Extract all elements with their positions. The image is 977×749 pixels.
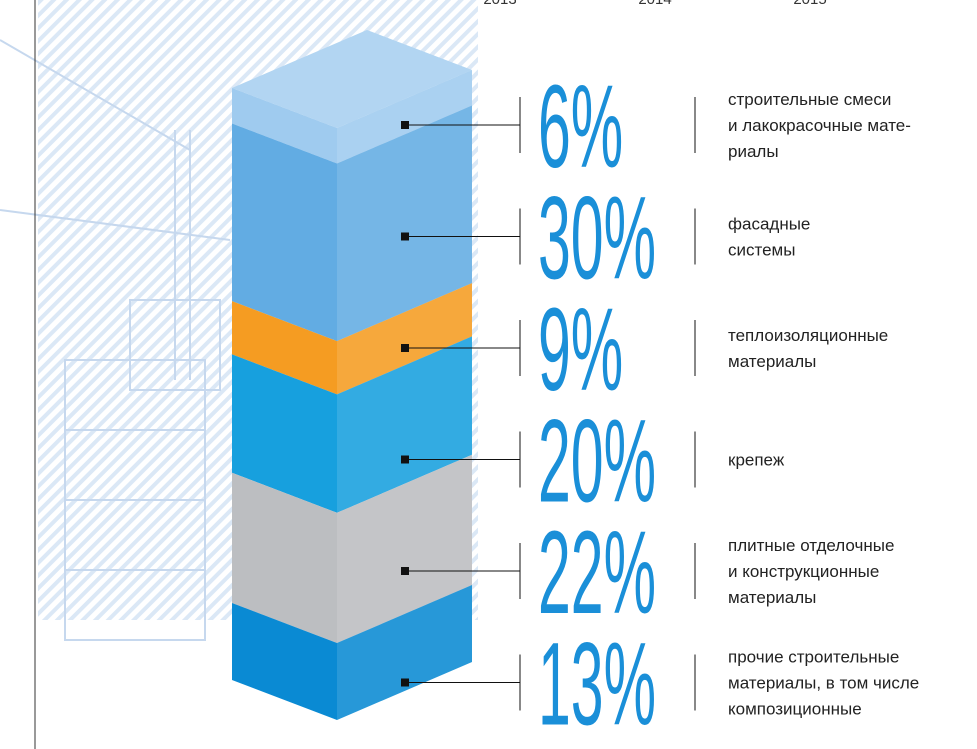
segment-left-face bbox=[232, 301, 337, 395]
segment-right-face bbox=[337, 454, 472, 644]
category-label: материалы bbox=[728, 588, 816, 607]
category-label: прочие строительные bbox=[728, 648, 899, 667]
category-label: крепеж bbox=[728, 451, 785, 470]
category-label: строительные смеси bbox=[728, 90, 891, 109]
value-label: 13% bbox=[538, 618, 656, 749]
segment-right-face bbox=[337, 585, 472, 720]
segment-right-face bbox=[337, 283, 472, 395]
category-label: теплоизоляционные bbox=[728, 326, 888, 345]
segment-right-face bbox=[337, 105, 472, 342]
column-top bbox=[232, 30, 472, 128]
category-label: фасадные bbox=[728, 215, 810, 234]
segment-left-face bbox=[232, 88, 337, 164]
segment-shade bbox=[337, 70, 472, 164]
segment-right-face bbox=[337, 70, 472, 164]
segment-left-face bbox=[232, 354, 337, 513]
segment-shade bbox=[337, 283, 472, 395]
segment-left-face bbox=[232, 123, 337, 342]
category-label: риалы bbox=[728, 142, 779, 161]
segment-shade bbox=[337, 105, 472, 342]
category-label: и лакокрасочные мате- bbox=[728, 116, 911, 135]
value-label: 9% bbox=[538, 284, 623, 416]
category-label: и конструкционные bbox=[728, 562, 879, 581]
segment-left-face bbox=[232, 603, 337, 720]
category-label: материалы, в том числе bbox=[728, 674, 919, 693]
column-top-shade bbox=[232, 30, 472, 128]
segment-shade bbox=[337, 585, 472, 720]
category-label: композиционные bbox=[728, 700, 862, 719]
segment-right-face bbox=[337, 336, 472, 513]
year-label: 2014 bbox=[638, 0, 671, 8]
year-label: 2013 bbox=[483, 0, 516, 8]
value-label: 30% bbox=[538, 172, 656, 304]
value-label: 20% bbox=[538, 395, 656, 527]
segment-shade bbox=[337, 454, 472, 644]
category-label: плитные отделочные bbox=[728, 536, 894, 555]
category-label: материалы bbox=[728, 352, 816, 371]
category-label: системы bbox=[728, 241, 795, 260]
segment-left-face bbox=[232, 472, 337, 644]
value-label: 6% bbox=[538, 61, 623, 193]
crane-sketch bbox=[0, 39, 231, 641]
year-label: 2015 bbox=[793, 0, 826, 8]
value-label: 22% bbox=[538, 507, 656, 639]
segment-shade bbox=[337, 336, 472, 513]
